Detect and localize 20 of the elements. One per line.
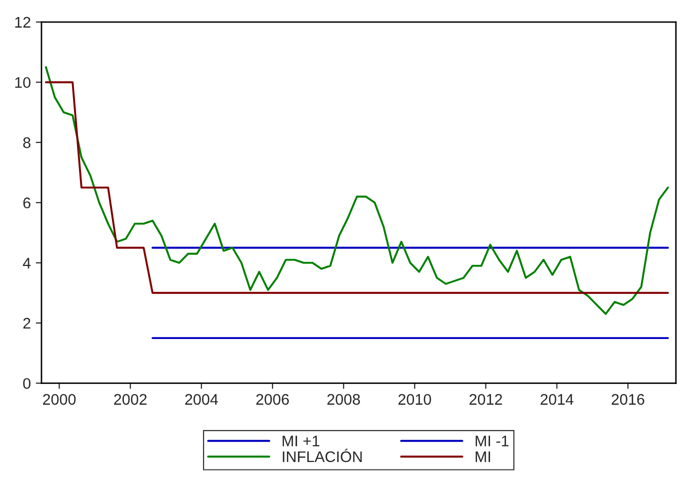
legend-label: INFLACIÓN [282,448,362,462]
y-tick-label: 12 [15,16,30,28]
y-tick-label: 4 [22,258,31,268]
x-tick-label: 2004 [185,394,218,405]
x-tick-label: 2014 [540,394,574,405]
x-tick-label: 2012 [470,394,502,405]
y-tick-label: 2 [23,318,30,329]
x-tick-label: 2006 [256,394,289,405]
x-tick-label: 2000 [43,394,76,405]
legend-label: MI -1 [476,436,509,446]
legend-label: MI +1 [282,436,320,446]
x-tick-label: 2016 [612,394,644,405]
x-tick-label: 2008 [327,394,360,405]
y-tick-label: 6 [23,197,30,208]
x-tick-label: 2010 [398,394,432,405]
y-tick-label: 0 [23,378,30,389]
y-tick-label: 10 [15,77,30,88]
y-tick-label: 8 [23,137,30,148]
x-tick-label: 2002 [114,394,147,405]
legend-label: MI [476,451,490,462]
